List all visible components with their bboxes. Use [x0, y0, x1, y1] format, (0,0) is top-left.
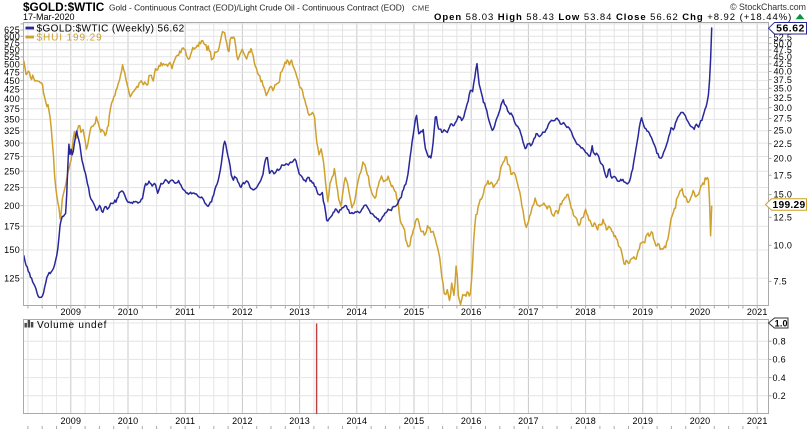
svg-text:15.0: 15.0: [774, 190, 793, 200]
svg-text:10.0: 10.0: [774, 241, 793, 251]
svg-text:2012: 2012: [232, 307, 253, 317]
svg-text:2014: 2014: [346, 416, 367, 426]
svg-text:2010: 2010: [118, 307, 139, 317]
svg-text:25.0: 25.0: [774, 126, 793, 136]
svg-text:300: 300: [4, 138, 20, 148]
svg-text:2020: 2020: [690, 416, 711, 426]
svg-text:42.5: 42.5: [774, 59, 793, 69]
svg-text:0.2: 0.2: [773, 391, 786, 401]
svg-text:17-Mar-2020: 17-Mar-2020: [23, 12, 75, 22]
svg-text:475: 475: [4, 68, 20, 78]
svg-text:625: 625: [4, 25, 20, 35]
svg-text:12.5: 12.5: [774, 213, 793, 223]
svg-text:32.5: 32.5: [774, 93, 793, 103]
svg-text:2020: 2020: [690, 307, 711, 317]
svg-text:22.5: 22.5: [774, 139, 793, 149]
svg-text:27.5: 27.5: [774, 114, 793, 124]
svg-text:$GOLD:$WTIC: $GOLD:$WTIC: [23, 0, 105, 14]
svg-text:1.0: 1.0: [775, 319, 788, 329]
svg-text:0.4: 0.4: [773, 373, 786, 383]
svg-text:400: 400: [4, 94, 20, 104]
svg-text:2019: 2019: [632, 416, 653, 426]
svg-text:47.5: 47.5: [774, 45, 793, 55]
svg-text:2010: 2010: [118, 416, 139, 426]
svg-text:2017: 2017: [518, 416, 539, 426]
svg-text:500: 500: [4, 60, 20, 70]
svg-text:$HUI 199.29: $HUI 199.29: [37, 32, 103, 43]
svg-text:$GOLD:$WTIC (Weekly) 56.62: $GOLD:$WTIC (Weekly) 56.62: [37, 24, 185, 35]
svg-text:CME: CME: [412, 4, 430, 13]
svg-text:350: 350: [4, 115, 20, 125]
svg-text:200: 200: [4, 201, 20, 211]
svg-text:2015: 2015: [404, 416, 425, 426]
svg-text:56.62: 56.62: [776, 23, 805, 35]
svg-text:2016: 2016: [461, 416, 482, 426]
svg-text:35.0: 35.0: [774, 84, 793, 94]
svg-text:© StockCharts.com: © StockCharts.com: [730, 2, 806, 12]
svg-text:37.5: 37.5: [774, 75, 793, 85]
svg-text:2016: 2016: [461, 307, 482, 317]
svg-text:2021: 2021: [747, 416, 768, 426]
svg-text:575: 575: [4, 38, 20, 48]
svg-text:45.0: 45.0: [774, 52, 793, 62]
svg-text:2011: 2011: [175, 416, 195, 426]
svg-text:2011: 2011: [175, 307, 195, 317]
svg-text:150: 150: [4, 245, 20, 255]
svg-text:450: 450: [4, 76, 20, 86]
svg-text:250: 250: [4, 166, 20, 176]
svg-text:525: 525: [4, 52, 20, 62]
svg-text:275: 275: [4, 152, 20, 162]
svg-text:2009: 2009: [60, 416, 81, 426]
svg-text:2009: 2009: [60, 307, 81, 317]
svg-text:30.0: 30.0: [774, 103, 793, 113]
svg-text:199.29: 199.29: [773, 200, 806, 211]
svg-text:125: 125: [4, 273, 20, 283]
svg-text:0.6: 0.6: [773, 355, 786, 365]
svg-text:17.5: 17.5: [774, 170, 793, 180]
svg-text:375: 375: [4, 104, 20, 114]
svg-text:225: 225: [4, 183, 20, 193]
svg-text:7.5: 7.5: [774, 277, 787, 287]
svg-text:50.0: 50.0: [774, 39, 793, 49]
svg-text:52.5: 52.5: [774, 33, 793, 43]
svg-text:2018: 2018: [575, 307, 596, 317]
svg-text:2019: 2019: [632, 307, 653, 317]
svg-text:0.8: 0.8: [773, 336, 786, 346]
svg-text:Volume undef: Volume undef: [37, 320, 107, 331]
svg-text:Open 58.03 High 58.43 Low 53.8: Open 58.03 High 58.43 Low 53.84 Close 56…: [434, 12, 792, 23]
svg-text:2013: 2013: [289, 416, 310, 426]
svg-text:2013: 2013: [289, 307, 310, 317]
svg-text:2021: 2021: [747, 307, 768, 317]
svg-text:325: 325: [4, 126, 20, 136]
svg-text:2014: 2014: [346, 307, 367, 317]
svg-text:175: 175: [4, 221, 20, 231]
svg-text:2017: 2017: [518, 307, 539, 317]
svg-text:550: 550: [4, 45, 20, 55]
svg-text:20.0: 20.0: [774, 154, 793, 164]
svg-text:Gold - Continuous Contract (EO: Gold - Continuous Contract (EOD)/Light C…: [109, 3, 405, 13]
svg-text:425: 425: [4, 85, 20, 95]
svg-text:2012: 2012: [232, 416, 253, 426]
svg-text:600: 600: [4, 32, 20, 42]
svg-text:2018: 2018: [575, 416, 596, 426]
svg-text:2015: 2015: [404, 307, 425, 317]
svg-text:40.0: 40.0: [774, 67, 793, 77]
